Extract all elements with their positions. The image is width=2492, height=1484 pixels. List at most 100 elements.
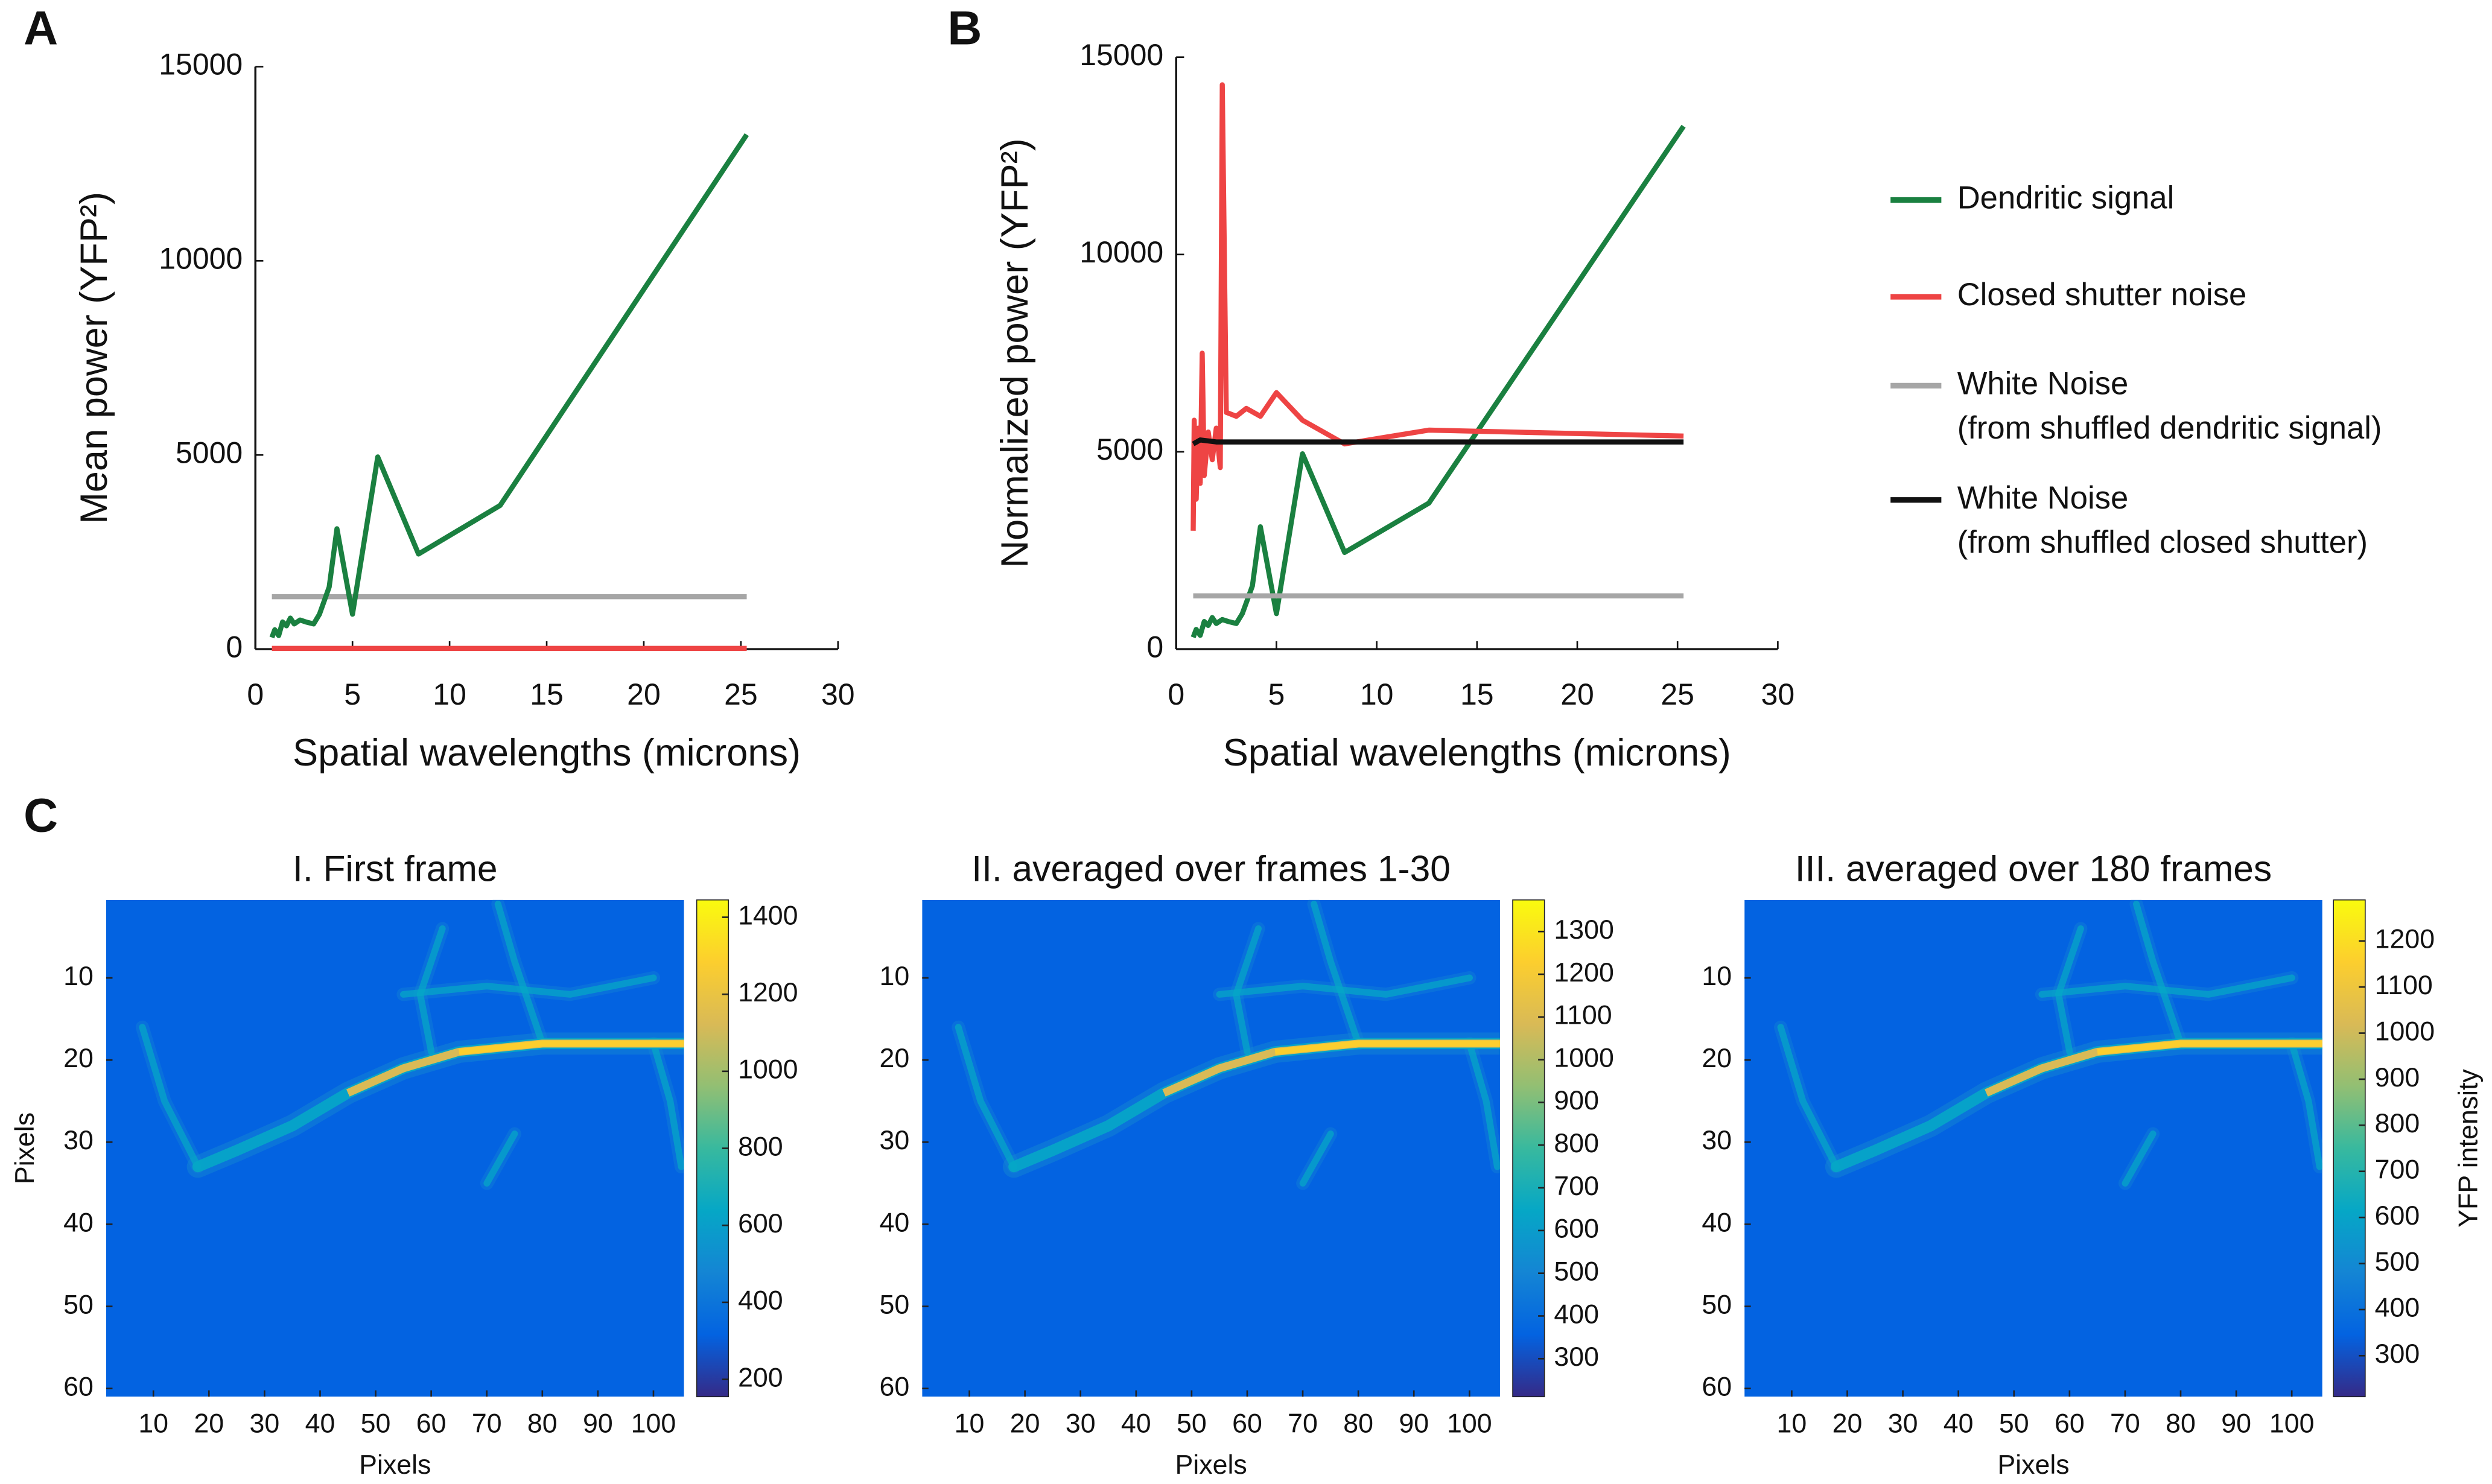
- colorbar: [2333, 899, 2366, 1398]
- x-tick-label: 10: [1360, 677, 1394, 711]
- line-series: [1190, 82, 1684, 531]
- heatmap-title: I. First frame: [293, 848, 498, 889]
- dendrite-branch: [2038, 974, 2295, 998]
- x-tick-label: 20: [1832, 1409, 1863, 1438]
- colorbar-tick-label: 300: [1554, 1342, 1599, 1372]
- y-tick-label: 10: [879, 962, 909, 991]
- panel-label: A: [24, 1, 58, 54]
- colorbar-tick-label: 1200: [2375, 925, 2435, 954]
- dendrite-core: [2097, 1040, 2322, 1055]
- y-tick-label: 0: [1146, 630, 1163, 664]
- heatmap-image: [922, 899, 1500, 1397]
- x-tick-label: 30: [249, 1409, 279, 1438]
- y-tick-label: 60: [63, 1372, 94, 1401]
- heatmap-background: [1744, 899, 2322, 1397]
- x-tick-label: 0: [247, 677, 264, 711]
- x-tick-label: 50: [1177, 1409, 1207, 1438]
- x-tick-label: 20: [1560, 677, 1594, 711]
- dendrite-branch: [483, 1130, 518, 1187]
- y-tick-label: 10000: [1079, 235, 1163, 269]
- dendrite-branch: [139, 1024, 202, 1170]
- y-tick-label: 20: [1702, 1044, 1732, 1073]
- x-tick-label: 10: [138, 1409, 168, 1438]
- colorbar-tick-label: 300: [2375, 1339, 2420, 1369]
- colorbar-tick-label: 1200: [1554, 958, 1613, 988]
- x-tick-label: 80: [2166, 1409, 2196, 1438]
- colorbar-tick-label: 500: [1554, 1257, 1599, 1286]
- colorbar-tick-label: 1000: [2375, 1016, 2435, 1046]
- dendrite-branch: [494, 901, 546, 1047]
- x-tick-label: 100: [2269, 1409, 2315, 1438]
- x-tick-label: 30: [1888, 1409, 1918, 1438]
- y-tick-label: 30: [879, 1126, 909, 1155]
- legend-label: White Noise (from shuffled dendritic sign…: [1957, 366, 2382, 446]
- y-tick-label: 10000: [159, 242, 243, 276]
- panel-label: B: [947, 1, 982, 54]
- y-tick-label: 60: [879, 1372, 909, 1401]
- x-tick-label: 20: [1010, 1409, 1040, 1438]
- x-tick-label: 10: [1777, 1409, 1807, 1438]
- y-tick-label: 50: [879, 1290, 909, 1319]
- x-tick-label: 90: [1399, 1409, 1429, 1438]
- y-tick-label: 20: [63, 1044, 94, 1073]
- heatmap-title: III. averaged over 180 frames: [1795, 848, 2272, 889]
- x-tick-label: 100: [1447, 1409, 1492, 1438]
- dendrite-branch: [955, 1024, 1017, 1170]
- dendrite-branch: [2288, 1040, 2322, 1170]
- colorbar-label: YFP intensity: [2453, 1069, 2483, 1228]
- colorbar-tick-label: 1000: [1554, 1043, 1613, 1073]
- colorbar-tick-label: 700: [2375, 1155, 2420, 1185]
- x-tick-label: 60: [1232, 1409, 1262, 1438]
- x-tick-label: 60: [416, 1409, 447, 1438]
- dendrite-branch: [1777, 1024, 1840, 1170]
- y-axis-label: Pixels: [10, 1112, 40, 1184]
- colorbar-tick-label: 200: [738, 1363, 783, 1392]
- y-tick-label: 40: [1702, 1208, 1732, 1237]
- x-tick-label: 60: [2055, 1409, 2085, 1438]
- colorbar-tick-label: 600: [2375, 1201, 2420, 1231]
- x-axis-label: Pixels: [1175, 1450, 1247, 1480]
- x-tick-label: 80: [1343, 1409, 1373, 1438]
- x-tick-label: 50: [361, 1409, 391, 1438]
- x-tick-label: 70: [2110, 1409, 2140, 1438]
- y-tick-label: 60: [1702, 1372, 1732, 1401]
- colorbar-tick-label: 900: [2375, 1063, 2420, 1092]
- line-series: [269, 133, 749, 639]
- y-tick-label: 20: [879, 1044, 909, 1073]
- x-tick-label: 10: [955, 1409, 985, 1438]
- y-tick-label: 50: [1702, 1290, 1732, 1319]
- x-tick-label: 5: [344, 677, 361, 711]
- dendrite-branch: [2122, 1130, 2157, 1187]
- x-tick-label: 0: [1168, 677, 1184, 711]
- x-tick-label: 40: [1944, 1409, 1974, 1438]
- legend-label: White Noise (from shuffled closed shutter…: [1957, 480, 2368, 560]
- legend-label: Dendritic signal: [1957, 180, 2175, 215]
- dendrite-core: [459, 1040, 684, 1055]
- x-tick-label: 80: [527, 1409, 558, 1438]
- x-tick-label: 5: [1268, 677, 1285, 711]
- x-tick-label: 15: [530, 677, 564, 711]
- x-tick-label: 50: [1999, 1409, 2029, 1438]
- x-tick-label: 20: [627, 677, 661, 711]
- heatmap-title: II. averaged over frames 1-30: [971, 848, 1451, 889]
- x-axis-label: Pixels: [359, 1450, 431, 1480]
- dendrite-branch: [1311, 901, 1362, 1047]
- y-tick-label: 30: [1702, 1126, 1732, 1155]
- y-tick-label: 50: [63, 1290, 94, 1319]
- x-tick-label: 90: [2221, 1409, 2251, 1438]
- x-axis-label: Spatial wavelengths (microns): [1223, 732, 1731, 774]
- x-tick-label: 30: [1761, 677, 1795, 711]
- x-tick-label: 15: [1460, 677, 1494, 711]
- colorbar-tick-label: 800: [738, 1132, 783, 1161]
- heatmap-background: [106, 899, 684, 1397]
- x-axis-label: Spatial wavelengths (microns): [293, 732, 801, 774]
- y-tick-label: 10: [1702, 962, 1732, 991]
- colorbar-tick-label: 1100: [2375, 971, 2433, 1000]
- x-tick-label: 40: [1121, 1409, 1151, 1438]
- colorbar-tick-label: 1300: [1554, 915, 1613, 945]
- colorbar-tick-label: 400: [738, 1286, 783, 1316]
- legend-label: Closed shutter noise: [1957, 277, 2247, 312]
- x-tick-label: 30: [1066, 1409, 1096, 1438]
